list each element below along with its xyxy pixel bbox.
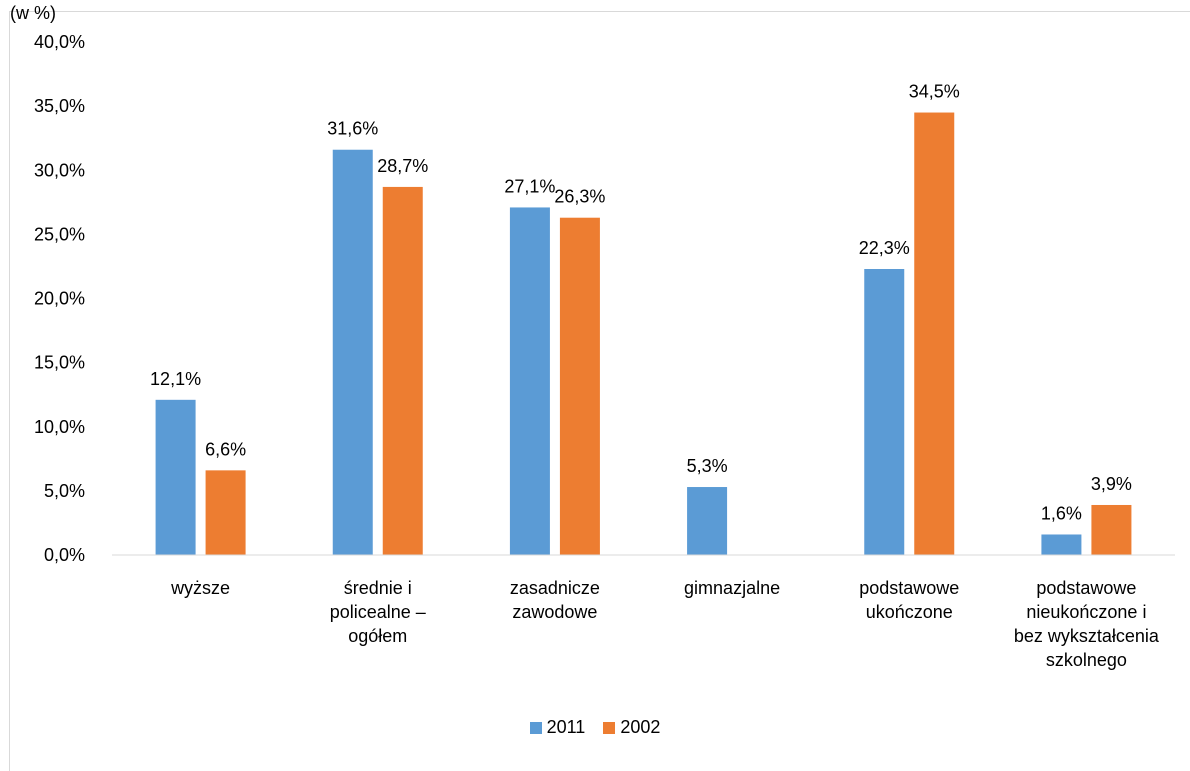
legend-item-series-2: 2002 [603,717,660,738]
x-tick-label: podstawowe [859,578,959,598]
data-label: 12,1% [150,369,201,389]
x-tick-label: ukończone [866,602,953,622]
x-tick-label: szkolnego [1046,650,1127,670]
bar-1 [509,207,550,555]
bar-2 [559,217,600,555]
legend-item-series-1: 2011 [529,717,586,738]
legend-swatch-series-2 [603,721,616,734]
data-label: 34,5% [909,82,960,102]
x-tick-label: bez wykształcenia [1014,626,1160,646]
y-tick-label: 35,0% [34,96,85,116]
bar-2 [914,112,955,555]
bar-1 [1041,534,1082,555]
legend: 2011 2002 [0,717,1190,738]
x-tick-label: policealne – [330,602,426,622]
x-tick-label: zasadnicze [510,578,600,598]
x-tick-label: wyższe [170,578,230,598]
unit-label: (w %) [10,3,56,23]
x-tick-label: zawodowe [512,602,597,622]
data-label: 26,3% [554,187,605,207]
bar-1 [864,269,905,555]
y-tick-label: 15,0% [34,353,85,373]
y-tick-label: 5,0% [44,481,85,501]
bar-2 [205,470,246,555]
bar-1 [155,399,196,555]
y-tick-label: 0,0% [44,545,85,565]
x-tick-label: średnie i [344,578,412,598]
legend-swatch-series-1 [529,721,542,734]
data-label: 31,6% [327,119,378,139]
bar-1 [332,149,373,556]
legend-label-series-1: 2011 [546,717,586,737]
x-tick-label: ogółem [348,626,407,646]
y-tick-label: 30,0% [34,160,85,180]
data-label: 1,6% [1041,503,1082,523]
bar-2 [1091,504,1132,555]
y-tick-label: 20,0% [34,289,85,309]
x-tick-label: nieukończone i [1026,602,1146,622]
y-tick-label: 40,0% [34,32,85,52]
x-tick-label: podstawowe [1036,578,1136,598]
data-label: 27,1% [504,176,555,196]
bar-2 [382,186,423,556]
y-tick-label: 25,0% [34,224,85,244]
data-label: 28,7% [377,156,428,176]
data-label: 22,3% [859,238,910,258]
chart-frame: (w %) [9,3,1190,771]
data-label: 5,3% [687,456,728,476]
y-tick-label: 10,0% [34,417,85,437]
bar-1 [687,487,728,555]
data-label: 6,6% [205,439,246,459]
legend-label-series-2: 2002 [620,717,661,737]
data-label: 3,9% [1091,474,1132,494]
x-tick-label: gimnazjalne [684,578,780,598]
